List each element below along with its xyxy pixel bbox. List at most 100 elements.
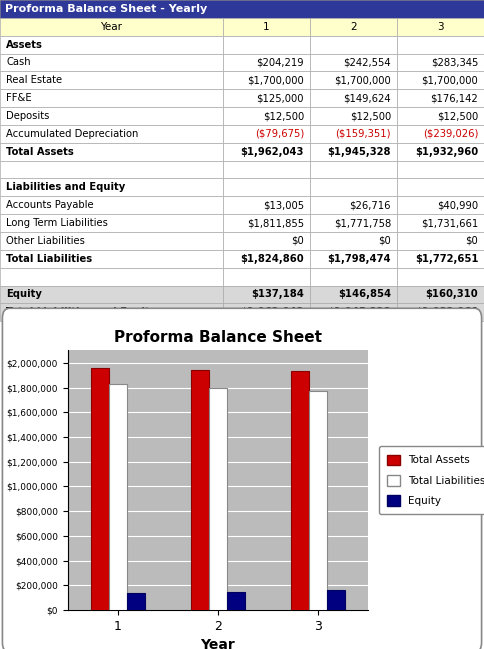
- Text: Accumulated Depreciation: Accumulated Depreciation: [6, 129, 139, 139]
- Text: Proforma Balance Sheet - Yearly: Proforma Balance Sheet - Yearly: [5, 4, 207, 14]
- Text: $137,184: $137,184: [251, 289, 304, 299]
- Text: $12,500: $12,500: [350, 111, 391, 121]
- Text: $1,945,328: $1,945,328: [328, 308, 391, 317]
- Bar: [397, 214, 484, 232]
- Bar: [0, 232, 223, 250]
- Bar: [223, 107, 310, 125]
- Text: Accounts Payable: Accounts Payable: [6, 201, 94, 210]
- X-axis label: Year: Year: [200, 639, 235, 649]
- Bar: [127, 593, 145, 610]
- Bar: [223, 71, 310, 90]
- Bar: [310, 90, 397, 107]
- Text: Real Estate: Real Estate: [6, 75, 62, 85]
- Bar: [0, 54, 223, 71]
- Text: $1,962,043: $1,962,043: [241, 147, 304, 156]
- Text: Total Assets: Total Assets: [6, 147, 74, 156]
- Text: $12,500: $12,500: [437, 111, 478, 121]
- Text: $283,345: $283,345: [431, 58, 478, 67]
- Bar: [0, 107, 223, 125]
- Text: $0: $0: [466, 236, 478, 246]
- Text: $1,824,860: $1,824,860: [241, 254, 304, 263]
- Text: $125,000: $125,000: [257, 93, 304, 103]
- Bar: [0, 90, 223, 107]
- Bar: [223, 232, 310, 250]
- Bar: [223, 54, 310, 71]
- Text: $12,500: $12,500: [263, 111, 304, 121]
- Bar: [223, 18, 310, 36]
- Text: Total Liabilities and Equity: Total Liabilities and Equity: [6, 308, 156, 317]
- Bar: [223, 161, 310, 178]
- Text: $176,142: $176,142: [430, 93, 478, 103]
- Text: Cash: Cash: [6, 58, 31, 67]
- Text: $1,772,651: $1,772,651: [415, 254, 478, 263]
- Text: ($239,026): ($239,026): [423, 129, 478, 139]
- Text: $1,771,758: $1,771,758: [334, 218, 391, 228]
- Bar: [310, 71, 397, 90]
- Bar: [397, 161, 484, 178]
- Bar: [327, 590, 345, 610]
- Bar: [310, 232, 397, 250]
- Bar: [0, 125, 223, 143]
- Text: Liabilities and Equity: Liabilities and Equity: [6, 182, 125, 192]
- Text: Assets: Assets: [6, 40, 43, 49]
- Text: $1,962,043: $1,962,043: [241, 308, 304, 317]
- Bar: [397, 178, 484, 197]
- Bar: [397, 143, 484, 161]
- Text: 1: 1: [263, 22, 270, 32]
- Text: $160,310: $160,310: [425, 289, 478, 299]
- Bar: [223, 125, 310, 143]
- Bar: [397, 36, 484, 54]
- Text: ($159,351): ($159,351): [335, 129, 391, 139]
- Bar: [310, 18, 397, 36]
- Text: $13,005: $13,005: [263, 201, 304, 210]
- Bar: [310, 36, 397, 54]
- Bar: [223, 90, 310, 107]
- Bar: [0, 18, 223, 36]
- Bar: [309, 391, 327, 610]
- Text: 2: 2: [350, 22, 357, 32]
- Text: $0: $0: [291, 236, 304, 246]
- Bar: [310, 268, 397, 286]
- Bar: [0, 268, 223, 286]
- Bar: [109, 384, 127, 610]
- Bar: [310, 54, 397, 71]
- Bar: [0, 178, 223, 197]
- Bar: [310, 178, 397, 197]
- Bar: [310, 286, 397, 304]
- Text: $1,700,000: $1,700,000: [422, 75, 478, 85]
- Text: 3: 3: [437, 22, 444, 32]
- Bar: [310, 143, 397, 161]
- Bar: [0, 143, 223, 161]
- Text: $1,700,000: $1,700,000: [334, 75, 391, 85]
- Bar: [209, 387, 227, 610]
- Text: $242,554: $242,554: [344, 58, 391, 67]
- Text: $204,219: $204,219: [257, 58, 304, 67]
- Bar: [310, 161, 397, 178]
- Bar: [223, 214, 310, 232]
- Text: $40,990: $40,990: [437, 201, 478, 210]
- Text: $1,932,960: $1,932,960: [415, 147, 478, 156]
- Bar: [397, 71, 484, 90]
- Bar: [310, 107, 397, 125]
- Text: $0: $0: [378, 236, 391, 246]
- Text: $146,854: $146,854: [338, 289, 391, 299]
- Bar: [291, 371, 309, 610]
- Text: $1,731,661: $1,731,661: [421, 218, 478, 228]
- Bar: [223, 250, 310, 268]
- Bar: [397, 286, 484, 304]
- Bar: [223, 197, 310, 214]
- Bar: [0, 214, 223, 232]
- Bar: [0, 250, 223, 268]
- Bar: [397, 304, 484, 321]
- Text: $1,700,000: $1,700,000: [247, 75, 304, 85]
- Bar: [310, 250, 397, 268]
- Bar: [223, 178, 310, 197]
- Bar: [0, 197, 223, 214]
- Text: ($79,675): ($79,675): [255, 129, 304, 139]
- Bar: [397, 268, 484, 286]
- Bar: [191, 369, 209, 610]
- Text: Equity: Equity: [6, 289, 42, 299]
- Bar: [0, 36, 223, 54]
- Bar: [310, 197, 397, 214]
- Bar: [397, 197, 484, 214]
